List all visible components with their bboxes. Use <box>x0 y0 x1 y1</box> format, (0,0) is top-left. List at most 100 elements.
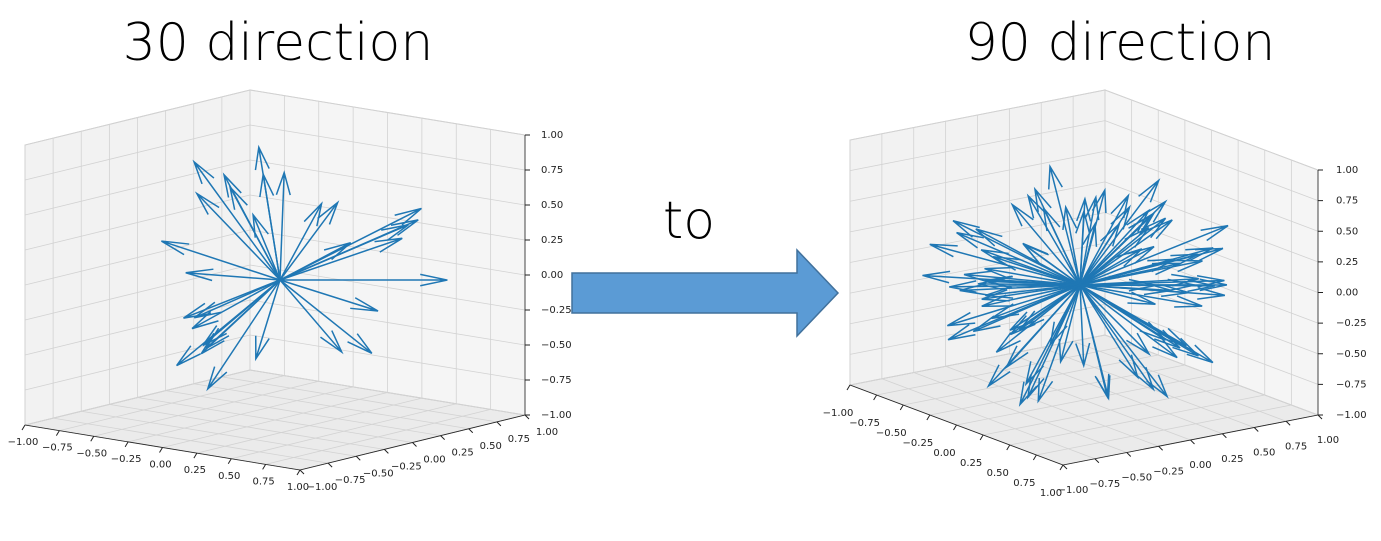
quiver-arrow <box>1075 284 1091 369</box>
y-tick-label: 0.50 <box>1253 448 1275 459</box>
quiver-arrow <box>275 170 291 281</box>
quiver-arrow <box>279 279 373 354</box>
grid-line <box>265 408 491 465</box>
y-tick-label: −0.75 <box>335 475 366 486</box>
quiver-arrow <box>972 284 1081 333</box>
x-tick-label: 0.75 <box>1013 478 1035 489</box>
x-tick-label: 0.00 <box>149 460 171 471</box>
quiver-arrow <box>192 159 281 281</box>
grid-line <box>1104 89 1319 171</box>
tick-mark <box>1253 427 1259 432</box>
y-tick-label: −0.50 <box>1121 473 1152 484</box>
quiver-arrow <box>1009 284 1081 331</box>
tick-mark <box>124 441 129 448</box>
quiver-arrow <box>254 144 281 281</box>
axes-3d: −1.00−0.75−0.50−0.250.000.250.500.751.00… <box>8 89 572 493</box>
quiver-arrow <box>1018 284 1081 407</box>
tick-mark <box>159 447 163 453</box>
y-tick-label: −0.75 <box>1090 479 1121 490</box>
tick-mark <box>1062 464 1068 470</box>
grid-line <box>849 89 1106 141</box>
grid-line <box>1009 394 1265 446</box>
x-tick-label: −1.00 <box>8 437 39 448</box>
z-tick-label: −0.75 <box>541 375 572 386</box>
tick-mark <box>296 469 301 476</box>
tick-mark <box>846 384 851 391</box>
y-tick-label: −0.25 <box>1153 466 1184 477</box>
grid-line <box>249 89 526 136</box>
y-tick-label: 0.25 <box>1221 454 1243 465</box>
quiver-arrow <box>185 268 281 282</box>
left-title: 30 direction <box>123 13 434 73</box>
grid-line <box>249 194 526 241</box>
grid-line <box>849 181 1106 233</box>
z-tick-label: 0.25 <box>1336 257 1358 268</box>
z-tick-label: 0.75 <box>541 165 563 176</box>
tick-mark <box>979 434 984 441</box>
z-tick-label: −0.75 <box>1336 379 1367 390</box>
quiver-arrow <box>161 240 281 281</box>
quiver-arrow <box>1079 284 1152 357</box>
quiver-arrow <box>1075 208 1091 286</box>
tick-mark <box>1126 452 1132 457</box>
x-tick-label: 0.50 <box>218 471 240 482</box>
axes-3d: −1.00−0.75−0.50−0.250.000.250.500.751.00… <box>823 89 1367 499</box>
quiver-arrow <box>279 279 379 312</box>
quiver-arrow <box>279 237 403 281</box>
x-tick-label: −0.75 <box>42 443 73 454</box>
quiver-arrow <box>1079 284 1169 399</box>
tick-mark <box>1094 458 1100 464</box>
right-title: 90 direction <box>965 13 1276 73</box>
tick-mark <box>899 404 904 411</box>
quiver-arrow <box>1079 253 1199 286</box>
x-tick-label: −0.50 <box>876 428 907 439</box>
y-tick-label: 0.00 <box>1189 460 1211 471</box>
z-tick-label: −1.00 <box>1336 410 1367 421</box>
grid-line <box>109 403 385 450</box>
tick-mark <box>468 428 474 434</box>
quiver-arrow <box>1058 284 1081 365</box>
quiver-arrow <box>206 279 281 392</box>
quiver-arrow <box>194 191 281 281</box>
x-tick-label: −0.50 <box>76 448 107 459</box>
grid-line <box>849 212 1106 263</box>
grid-line <box>849 120 1106 172</box>
quiver-arrow <box>279 200 340 281</box>
grid-line <box>945 365 1159 447</box>
tick-mark <box>926 414 931 421</box>
grid-line <box>81 410 357 457</box>
quiver-arrow <box>1079 193 1130 286</box>
tick-mark <box>90 435 95 442</box>
quiver-arrow <box>1004 284 1081 370</box>
x-tick-label: 0.25 <box>184 465 206 476</box>
grid-line <box>881 378 1096 460</box>
grid-line <box>1104 120 1319 201</box>
quiver-arrow <box>1079 284 1111 401</box>
x-tick-label: 0.25 <box>960 458 982 469</box>
tick-mark <box>1032 454 1037 461</box>
quiver-arrow <box>1079 178 1161 286</box>
grid-line <box>249 159 526 206</box>
quiver-arrow <box>1079 204 1132 286</box>
quiver-arrow <box>1047 164 1081 286</box>
quiver-arrow <box>995 284 1081 353</box>
grid-line <box>231 403 457 460</box>
x-tick-label: 1.00 <box>287 482 309 493</box>
quiver-arrow <box>191 279 281 330</box>
x-tick-label: −0.25 <box>111 454 142 465</box>
quiver-arrow <box>1079 273 1199 287</box>
tick-mark <box>1222 433 1227 439</box>
grid-line <box>24 89 251 146</box>
z-tick-label: 1.00 <box>1336 165 1358 176</box>
grid-line <box>1104 150 1319 232</box>
z-tick-label: 1.00 <box>541 130 563 141</box>
quiver-arrow <box>1079 226 1150 286</box>
z-tick-label: −0.50 <box>541 340 572 351</box>
quiver-arrow <box>1079 259 1203 286</box>
connector-text: to <box>663 191 715 251</box>
tick-mark <box>227 458 232 465</box>
quiver-arrow <box>946 284 1081 327</box>
quiver-arrow <box>1010 202 1081 286</box>
tick-mark <box>524 414 530 420</box>
